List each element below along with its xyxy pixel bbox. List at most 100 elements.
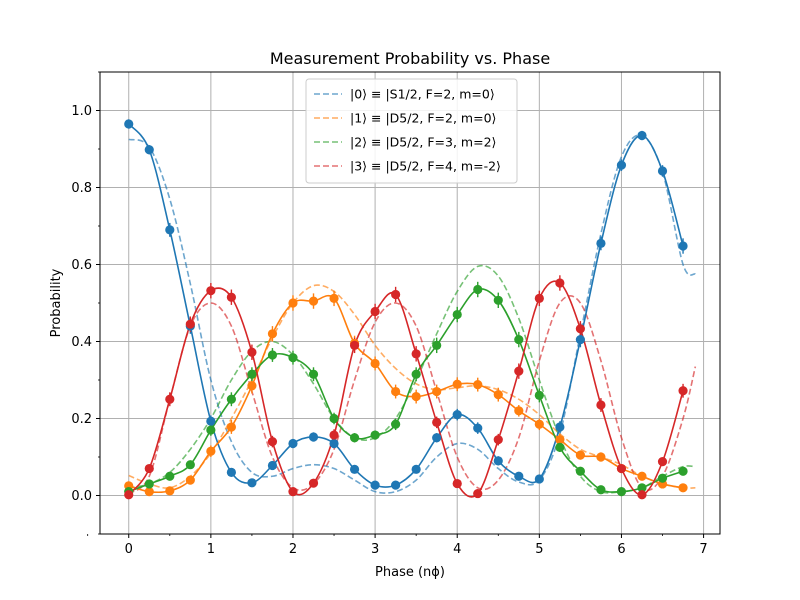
data-point <box>534 419 544 429</box>
data-point <box>349 340 360 350</box>
data-points <box>124 119 688 500</box>
data-point <box>452 379 462 389</box>
x-tick-label: 0 <box>125 542 133 557</box>
data-point <box>596 485 606 495</box>
x-tick-label: 6 <box>617 542 625 557</box>
data-point <box>555 442 565 452</box>
data-point <box>493 456 503 466</box>
legend-label-3: |3⟩ ≡ |D5/2, F=4, m=-2⟩ <box>350 159 501 174</box>
y-tick-label: 1.0 <box>71 104 92 119</box>
data-point <box>370 430 380 440</box>
x-tick-label: 3 <box>371 542 379 557</box>
data-point <box>555 278 565 288</box>
data-point <box>575 334 585 345</box>
data-point <box>411 391 421 402</box>
data-point <box>432 433 442 443</box>
y-tick-label: 0.0 <box>71 489 92 504</box>
data-point <box>493 390 503 400</box>
data-point <box>329 293 339 303</box>
data-point <box>555 422 565 432</box>
data-point <box>514 406 524 416</box>
x-axis-ticks: 0 1 2 3 4 5 6 7 <box>87 534 708 557</box>
data-point <box>267 350 278 360</box>
data-point <box>596 238 606 248</box>
data-point <box>452 478 462 489</box>
data-point <box>267 437 278 447</box>
fit-curve-3 <box>128 294 697 495</box>
data-point <box>124 119 134 129</box>
data-point <box>411 369 421 379</box>
data-point <box>267 460 278 471</box>
data-point <box>411 349 421 359</box>
y-tick-label: 0.6 <box>71 258 92 273</box>
data-point <box>473 488 483 499</box>
data-point <box>575 466 585 476</box>
x-tick-label: 2 <box>289 542 297 557</box>
legend-label-0: |0⟩ ≡ |S1/2, F=2, m=0⟩ <box>350 87 495 102</box>
data-point <box>329 438 339 449</box>
x-tick-label: 5 <box>535 542 543 557</box>
data-point <box>185 475 195 485</box>
x-tick-label: 7 <box>699 542 707 557</box>
data-point <box>288 487 298 497</box>
data-point <box>657 166 668 176</box>
data-point <box>637 471 647 481</box>
data-point <box>657 457 668 467</box>
data-point <box>165 471 175 481</box>
data-point <box>432 386 442 397</box>
data-point <box>391 289 401 300</box>
data-point <box>616 487 627 497</box>
data-point <box>514 334 524 345</box>
data-point <box>637 490 647 500</box>
data-point <box>288 353 298 363</box>
series-line-1 <box>128 294 684 494</box>
data-point <box>391 419 401 429</box>
data-point <box>206 416 216 426</box>
x-tick-label: 4 <box>453 542 461 557</box>
data-point <box>124 490 134 500</box>
data-point <box>308 369 319 379</box>
data-point <box>473 423 483 433</box>
data-point <box>165 486 175 496</box>
data-point <box>514 471 524 481</box>
data-point <box>165 225 175 235</box>
legend: |0⟩ ≡ |S1/2, F=2, m=0⟩ |1⟩ ≡ |D5/2, F=2, … <box>305 78 518 184</box>
data-point <box>452 309 462 320</box>
data-point <box>267 329 278 339</box>
chart-title: Measurement Probability vs. Phase <box>270 49 550 68</box>
data-point <box>411 464 421 474</box>
data-point <box>370 358 380 369</box>
data-point <box>493 295 503 305</box>
data-point <box>473 284 483 295</box>
data-point <box>370 480 380 490</box>
data-point <box>616 160 627 170</box>
data-point <box>247 478 257 488</box>
data-point <box>432 417 442 427</box>
data-point <box>185 319 195 329</box>
data-point <box>247 381 257 391</box>
data-point <box>247 347 257 357</box>
data-point <box>226 467 236 477</box>
data-point <box>329 430 339 440</box>
data-point <box>226 394 236 404</box>
data-point <box>596 452 606 462</box>
data-point <box>657 473 668 483</box>
data-point <box>678 483 688 493</box>
data-point <box>637 483 647 493</box>
data-point <box>288 438 298 449</box>
data-point <box>349 464 360 474</box>
data-point <box>329 413 339 424</box>
data-point <box>185 460 195 470</box>
data-point <box>637 130 647 141</box>
data-point <box>452 410 462 420</box>
data-point <box>308 478 319 488</box>
data-point <box>206 425 216 435</box>
legend-label-2: |2⟩ ≡ |D5/2, F=3, m=2⟩ <box>350 135 496 150</box>
data-point <box>575 450 585 460</box>
data-point <box>247 369 257 379</box>
data-point <box>678 466 688 476</box>
data-point <box>514 366 524 376</box>
data-point <box>534 390 544 400</box>
data-point <box>206 446 216 456</box>
y-tick-label: 0.2 <box>71 412 92 427</box>
